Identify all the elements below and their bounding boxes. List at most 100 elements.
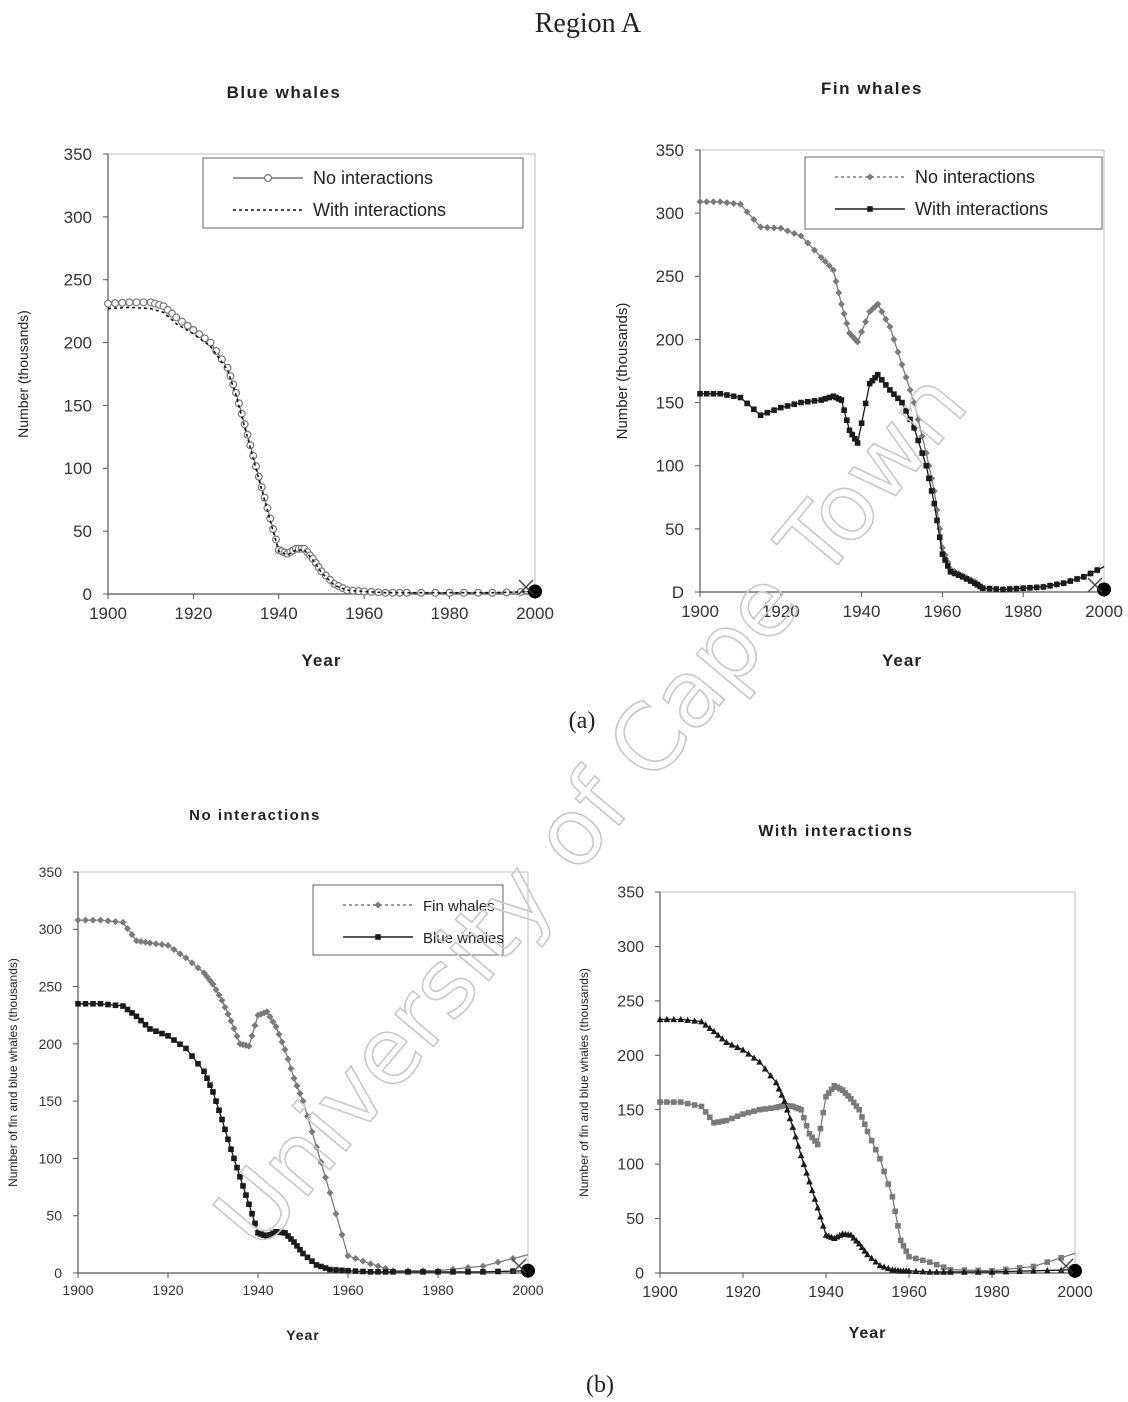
- data-point: [856, 1106, 862, 1113]
- data-point: [784, 403, 791, 409]
- x-tick-label: 1900: [642, 1284, 678, 1301]
- data-point: [300, 1250, 306, 1257]
- data-point: [1020, 585, 1026, 592]
- data-point: [714, 1031, 722, 1038]
- data-point: [75, 1000, 81, 1007]
- data-point: [240, 1183, 246, 1189]
- blue-whales-chart: Blue whales 1900 1920 1940 1960 1980 2000 0 50 10…: [15, 83, 554, 670]
- data-point: [222, 1126, 228, 1133]
- data-point: [304, 1254, 311, 1261]
- data-point: [767, 1072, 774, 1079]
- x-tick-label: 1940: [808, 1284, 844, 1301]
- data-point: [218, 996, 226, 1004]
- legend-swatch-marker: [866, 173, 874, 181]
- data-point: [322, 1174, 329, 1182]
- data-point: [710, 1027, 718, 1035]
- data-point: [309, 1258, 315, 1264]
- x-tick-label: 1900: [89, 604, 127, 623]
- legend-box: [804, 156, 1103, 230]
- endpoint-dot: [1068, 1263, 1082, 1278]
- legend-swatch-marker: [375, 934, 381, 940]
- data-point: [745, 1050, 752, 1057]
- data-point: [858, 1243, 866, 1251]
- data-point: [263, 1008, 271, 1016]
- data-point: [1047, 582, 1053, 589]
- legend-box: [202, 157, 524, 229]
- data-point: [783, 1106, 791, 1113]
- data-point: [339, 1267, 345, 1274]
- x-axis-label: Year: [882, 651, 922, 670]
- data-point: [926, 475, 932, 482]
- data-point: [194, 964, 202, 972]
- data-point: [762, 1106, 768, 1112]
- data-point: [284, 1055, 292, 1063]
- data-point: [132, 298, 141, 307]
- data-point: [895, 395, 901, 402]
- x-tick-label: 1960: [923, 602, 961, 621]
- data-point: [691, 1102, 698, 1108]
- y-tick-label: D: [672, 583, 684, 602]
- y-tick-label: 200: [39, 1036, 63, 1052]
- data-point: [961, 1268, 968, 1275]
- data-point: [868, 1137, 875, 1144]
- data-point: [804, 398, 811, 405]
- data-point: [206, 338, 215, 347]
- data-point: [791, 401, 798, 408]
- data-point: [724, 392, 730, 398]
- data-point: [850, 1099, 857, 1106]
- data-point: [804, 239, 812, 247]
- data-point: [165, 1033, 171, 1039]
- data-point: [843, 319, 851, 327]
- data-point: [344, 1252, 352, 1260]
- data-point: [333, 1267, 339, 1273]
- data-point: [885, 1181, 892, 1187]
- data-point: [420, 1269, 426, 1275]
- data-point: [849, 431, 855, 438]
- data-point: [275, 1030, 283, 1038]
- data-point: [806, 1130, 813, 1137]
- data-point: [845, 1093, 851, 1099]
- data-point: [285, 1233, 291, 1239]
- data-point: [795, 1142, 802, 1149]
- legend-box: [312, 884, 504, 956]
- data-point: [778, 404, 784, 411]
- data-point: [1081, 574, 1087, 580]
- data-point: [897, 1237, 904, 1244]
- data-point: [1094, 567, 1101, 573]
- data-point: [963, 576, 970, 582]
- data-point: [750, 1054, 758, 1061]
- endpoint-cross: [1058, 1258, 1074, 1274]
- data-point: [840, 310, 848, 318]
- data-point: [781, 1097, 788, 1104]
- data-point: [97, 916, 104, 924]
- legend-swatch-marker: [867, 206, 873, 212]
- data-point: [883, 382, 889, 388]
- data-point: [172, 313, 181, 322]
- data-point: [862, 318, 870, 326]
- data-point: [670, 1015, 678, 1023]
- data-point: [942, 557, 948, 563]
- data-point: [124, 925, 131, 933]
- data-point: [858, 328, 866, 336]
- chart-title: Blue whales: [227, 83, 342, 102]
- data-point: [898, 361, 906, 369]
- y-axis-label: Number (thousands): [15, 310, 31, 438]
- data-point: [764, 409, 771, 416]
- data-point: [1040, 584, 1047, 590]
- y-tick-label: 300: [617, 939, 644, 956]
- y-tick-label: 300: [656, 204, 684, 223]
- data-point: [89, 916, 97, 924]
- y-tick-label: 150: [617, 1102, 644, 1119]
- data-point: [902, 373, 910, 381]
- x-tick-label: 1920: [725, 1284, 761, 1301]
- data-point: [847, 1231, 855, 1238]
- data-point: [237, 1173, 243, 1180]
- data-point: [212, 986, 220, 994]
- data-point: [269, 1018, 277, 1026]
- data-point: [74, 916, 82, 924]
- data-point: [124, 1006, 131, 1013]
- x-tick-label: 1940: [260, 604, 298, 623]
- data-point: [288, 1236, 294, 1242]
- data-point: [910, 399, 918, 407]
